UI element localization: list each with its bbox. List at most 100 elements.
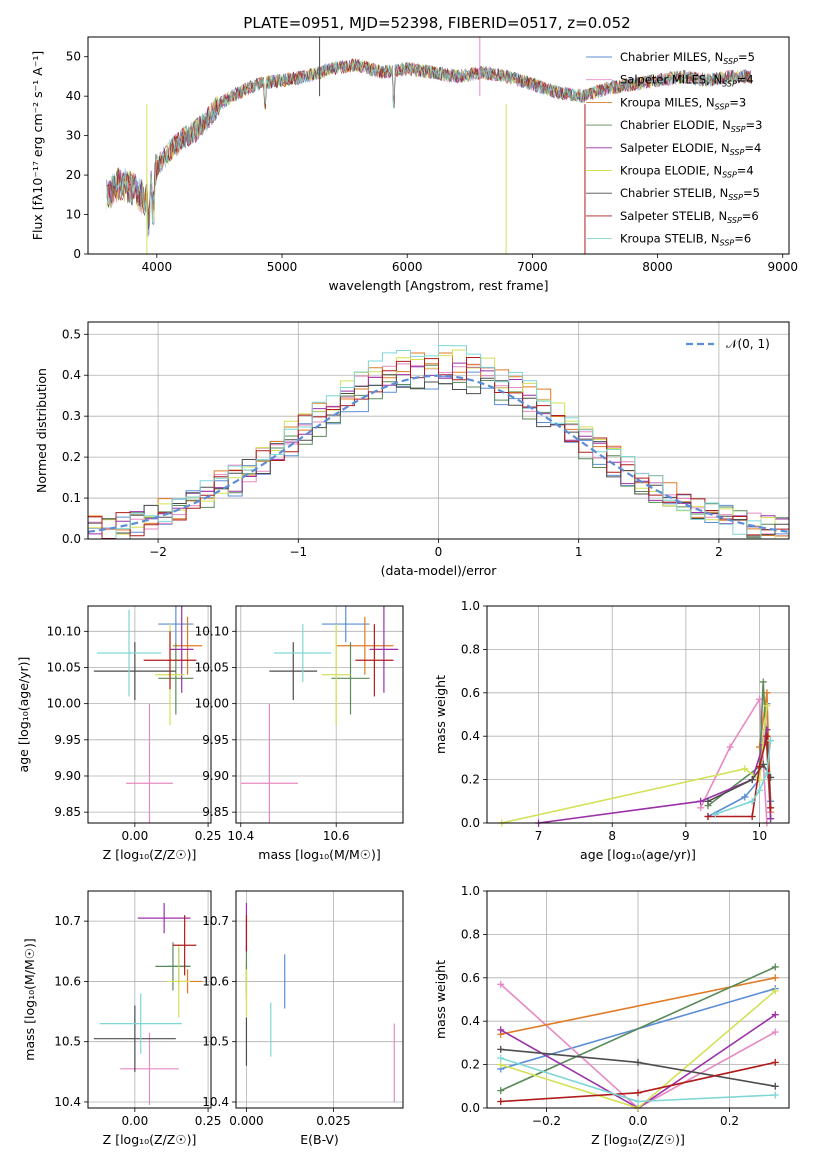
weight-marker: [759, 760, 767, 768]
weight-marker: [771, 987, 779, 995]
x-tick-label: 0.00: [121, 1114, 148, 1128]
y-tick-label: 1.0: [461, 599, 480, 613]
x-axis-label: Z [log₁₀(Z/Z☉)]: [591, 1132, 685, 1147]
weight-marker: [771, 1028, 779, 1036]
y-tick-label: 20: [66, 168, 81, 182]
x-tick-label: −2: [149, 545, 167, 559]
y-tick-label: 0.3: [62, 409, 81, 423]
y-axis-label: Normed distribution: [34, 368, 49, 493]
x-tick-label: 0.00: [121, 829, 148, 843]
weight-marker: [634, 1089, 642, 1097]
y-tick-label: 9.85: [54, 805, 81, 819]
axes-frame: [486, 605, 790, 824]
weight-marker: [771, 1011, 779, 1019]
weight-marker: [767, 815, 775, 823]
legend-entry: Kroupa MILES, NSSP=3: [620, 95, 746, 111]
x-tick-label: 4000: [142, 260, 173, 274]
y-axis-label: mass weight: [433, 675, 448, 754]
weight-marker: [756, 763, 764, 771]
spectrum-line: [106, 59, 751, 237]
x-tick-label: 1: [575, 545, 583, 559]
mass-vs-extinction-panel: 0.000 0.025 10.4 10.5 10.6 10.7 E(B-V): [202, 890, 404, 1147]
legend-entry: Salpeter MILES, NSSP=4: [620, 73, 754, 89]
x-tick-label: 0: [435, 545, 443, 559]
weight-marker: [767, 737, 775, 745]
x-tick-label: 8000: [642, 260, 673, 274]
axes-frame: [486, 890, 790, 1109]
axes-frame: [235, 890, 404, 1109]
axes-frame: [87, 890, 212, 1109]
y-tick-label: 9.85: [202, 805, 229, 819]
weight-marker: [771, 1058, 779, 1066]
weight-marker: [756, 786, 764, 794]
weight-marker: [697, 797, 705, 805]
y-axis-label: mass [log₁₀(M/M☉)]: [22, 938, 37, 1060]
x-axis-label: Z [log₁₀(Z/Z☉)]: [103, 847, 197, 862]
weight-marker: [771, 1091, 779, 1099]
age-vs-metallicity-panel: 0.00 0.25 9.85 9.90 9.95 10.00 10.05 10.10 Z [lo…: [16, 605, 221, 862]
x-tick-label: 10: [752, 829, 767, 843]
weight-marker: [748, 776, 756, 784]
y-tick-label: 0.6: [461, 971, 480, 985]
axes-frame: [87, 321, 790, 540]
weight-marker: [741, 765, 749, 773]
y-tick-label: 40: [66, 89, 81, 103]
legend-entry: Kroupa ELODIE, NSSP=4: [620, 164, 754, 180]
x-tick-label: 10.4: [227, 829, 254, 843]
weight-vs-metallicity-panel: −0.2 0.0 0.2 0.0 0.2 0.4 0.6 0.8 1.0 Z [log₁₀(Z/Z…: [433, 884, 790, 1147]
y-tick-label: 0.8: [461, 642, 480, 656]
y-axis-label: Flux [fλ10⁻¹⁷ erg cm⁻² s⁻¹ A⁻¹]: [30, 51, 45, 240]
y-tick-label: 10.00: [47, 697, 81, 711]
axes-frame: [235, 605, 404, 824]
y-tick-label: 30: [66, 129, 81, 143]
weight-marker: [497, 1026, 505, 1034]
weight-marker: [711, 810, 719, 818]
figure-title: PLATE=0951, MJD=52398, FIBERID=0517, z=0…: [243, 14, 630, 32]
y-tick-label: 10.5: [202, 1035, 229, 1049]
y-tick-label: 0.2: [62, 450, 81, 464]
weight-marker: [497, 1054, 505, 1062]
x-axis-label: age [log₁₀(age/yr)]: [580, 847, 696, 862]
y-tick-label: 10.10: [195, 624, 229, 638]
weight-marker: [704, 797, 712, 805]
x-tick-label: 5000: [267, 260, 298, 274]
weight-marker: [748, 797, 756, 805]
y-tick-label: 1.0: [461, 884, 480, 898]
y-tick-label: 9.90: [202, 769, 229, 783]
y-tick-label: 0.2: [461, 773, 480, 787]
y-tick-label: 0.6: [461, 686, 480, 700]
y-tick-label: 10.7: [54, 914, 81, 928]
weight-marker: [767, 804, 775, 812]
weight-vs-age-panel: 7 8 9 10 0.0 0.2 0.4 0.6 0.8 1.0 age [log₁₀(age/yr…: [433, 599, 790, 862]
weight-marker: [697, 804, 705, 812]
weight-line: [538, 729, 772, 824]
weight-marker: [763, 769, 771, 777]
y-tick-label: 9.90: [54, 769, 81, 783]
histogram-step: [88, 345, 789, 539]
x-tick-label: 7000: [517, 260, 548, 274]
legend-entry: Chabrier ELODIE, NSSP=3: [620, 118, 762, 134]
x-tick-label: 2: [715, 545, 723, 559]
axes-frame: [87, 605, 212, 824]
weight-marker: [726, 743, 734, 751]
weight-marker: [763, 732, 771, 740]
x-axis-label: mass [log₁₀(M/M☉)]: [258, 847, 380, 862]
y-tick-label: 10.7: [202, 914, 229, 928]
weight-marker: [497, 1087, 505, 1095]
histogram-step: [88, 357, 789, 539]
y-tick-label: 0.0: [461, 816, 480, 830]
x-axis-label: (data-model)/error: [381, 563, 498, 578]
weight-marker: [704, 812, 712, 820]
weight-marker: [741, 793, 749, 801]
x-tick-label: 0.000: [229, 1114, 263, 1128]
legend-entry: 𝒩(0, 1): [726, 337, 770, 351]
legend-entry: Salpeter ELODIE, NSSP=4: [620, 141, 761, 157]
weight-marker: [634, 1097, 642, 1105]
axes-frame: [87, 36, 790, 255]
weight-marker: [748, 812, 756, 820]
weight-line: [500, 966, 776, 1092]
weight-marker: [497, 1061, 505, 1069]
legend-entry: Salpeter STELIB, NSSP=6: [620, 209, 759, 225]
weight-marker: [771, 963, 779, 971]
weight-marker: [771, 1082, 779, 1090]
